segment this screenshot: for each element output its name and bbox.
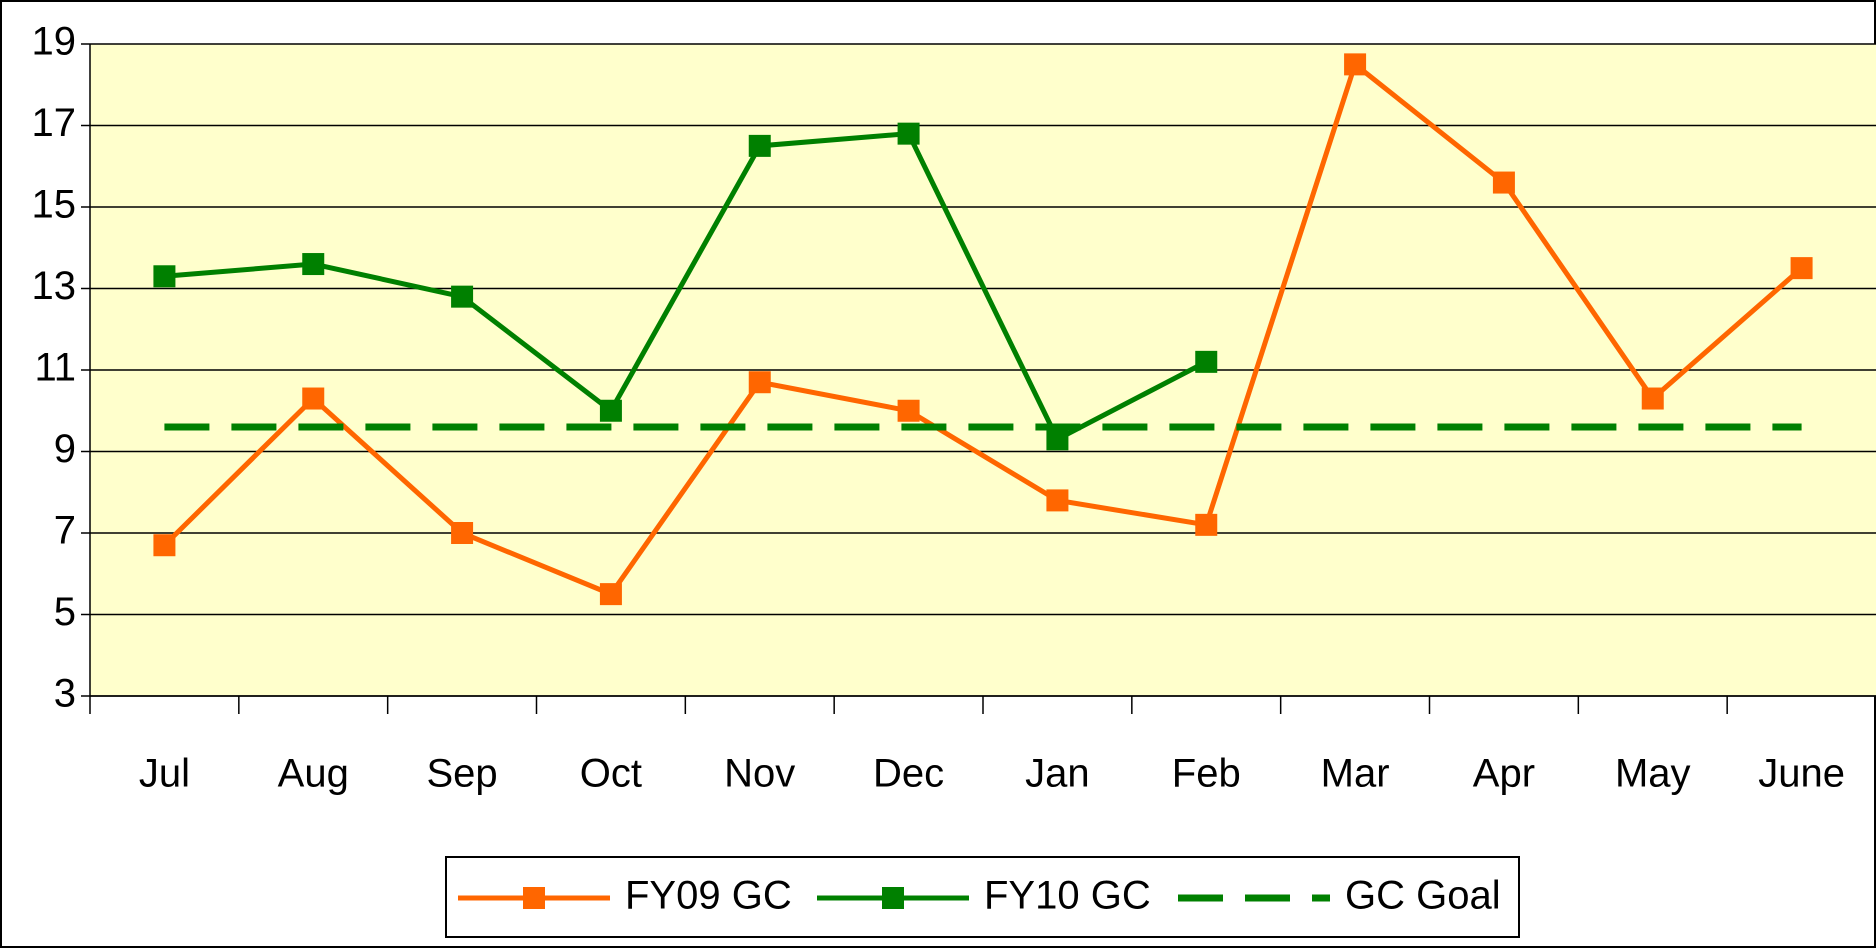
marker [1790,257,1813,280]
legend-label: GC Goal [1345,874,1501,918]
marker [1195,513,1218,536]
marker [1046,489,1069,512]
x-tick-label: Dec [873,752,944,796]
marker [302,387,325,410]
x-tick-label: Jan [1025,752,1090,796]
x-tick-label: Oct [580,752,642,796]
x-tick-label: Mar [1321,752,1390,796]
marker [1046,428,1069,451]
x-tick-label: Feb [1172,752,1241,796]
y-tick-label: 3 [54,672,76,716]
y-tick-label: 19 [32,20,77,64]
marker [748,134,771,157]
marker [451,285,474,308]
legend-label: FY09 GC [625,874,792,918]
legend-box [445,856,1520,938]
x-tick-label: June [1758,752,1845,796]
x-tick-label: Apr [1473,752,1535,796]
marker [599,583,622,606]
marker [153,265,176,288]
y-tick-label: 11 [34,346,76,390]
legend-marker [882,887,904,909]
marker [599,399,622,422]
marker [748,371,771,394]
y-tick-label: 5 [54,590,76,634]
series-line [162,60,1804,598]
series-line [164,131,1208,443]
marker [302,253,325,276]
marker [1344,53,1367,76]
y-tick-label: 15 [32,183,77,227]
marker [897,399,920,422]
legend-marker [523,887,545,909]
marker [153,534,176,557]
legend-label: FY10 GC [984,874,1151,918]
x-tick-label: Sep [426,752,497,796]
x-tick-label: Jul [139,752,190,796]
y-tick-label: 17 [32,101,77,145]
marker [1492,171,1515,194]
marker [1641,387,1664,410]
marker [897,122,920,145]
marker [1195,350,1218,373]
x-tick-label: May [1615,752,1691,796]
x-tick-label: Nov [724,752,795,796]
y-tick-label: 7 [54,509,76,553]
y-tick-label: 9 [54,427,76,471]
y-tick-label: 13 [32,264,77,308]
x-tick-label: Aug [278,752,349,796]
marker [451,522,474,544]
